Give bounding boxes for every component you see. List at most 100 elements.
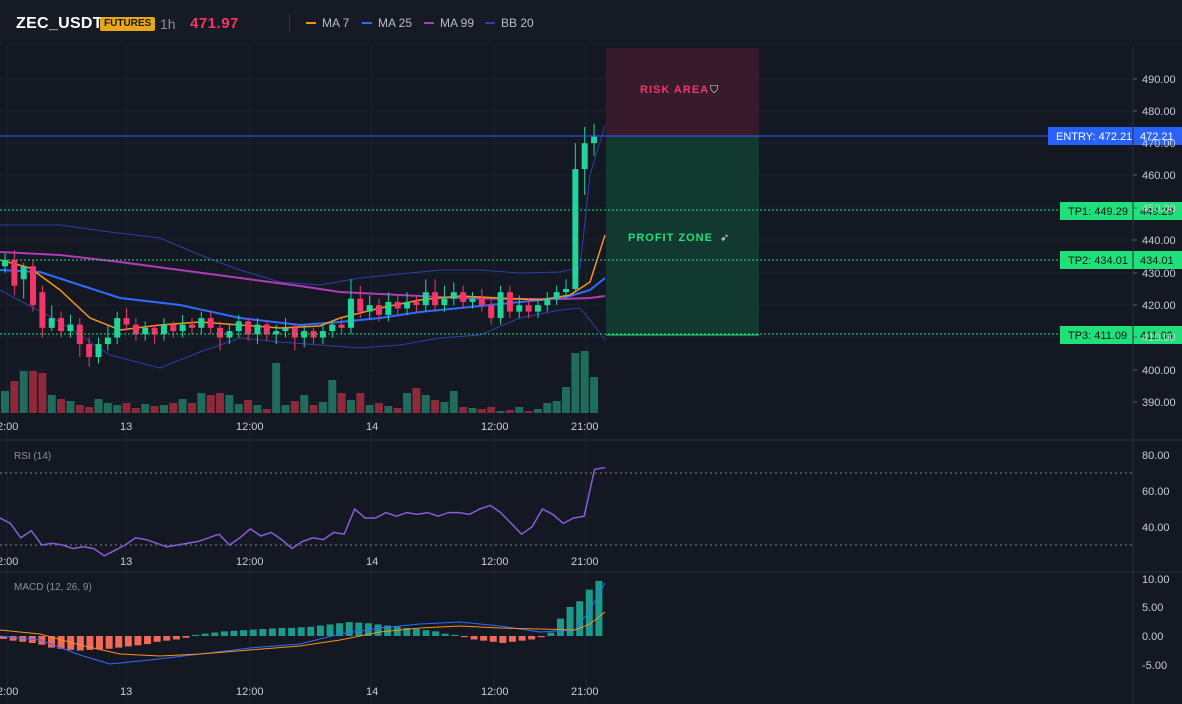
- candle-body[interactable]: [114, 318, 121, 338]
- timeframe-label[interactable]: 1h: [160, 16, 176, 32]
- candle-body[interactable]: [357, 298, 364, 312]
- candle-body[interactable]: [170, 324, 177, 332]
- legend-ma25[interactable]: MA 25: [362, 16, 412, 30]
- ma99-line: [0, 251, 606, 300]
- volume-bar: [206, 395, 215, 413]
- macd-axis[interactable]: 10.00 5.00 0.00 -5.00: [1142, 574, 1170, 672]
- candle-body[interactable]: [198, 318, 205, 328]
- candle-body[interactable]: [142, 327, 149, 335]
- legend-bb20-label: BB 20: [501, 16, 534, 30]
- candle-body[interactable]: [30, 266, 37, 306]
- candle-body[interactable]: [319, 331, 326, 338]
- volume-bar: [562, 387, 570, 413]
- legend-bb20[interactable]: BB 20: [485, 16, 534, 30]
- macd-hist-bar: [9, 636, 17, 641]
- entry-tag[interactable]: [1048, 127, 1182, 145]
- candle-body[interactable]: [39, 292, 46, 328]
- candle-body[interactable]: [217, 327, 224, 338]
- main-pane-bg[interactable]: [0, 46, 1133, 440]
- volume-bar: [384, 406, 393, 413]
- candle-body[interactable]: [273, 331, 280, 335]
- candle-body[interactable]: [432, 292, 439, 306]
- candle-body[interactable]: [366, 305, 373, 312]
- candle-body[interactable]: [441, 298, 448, 306]
- candle-body[interactable]: [478, 298, 485, 306]
- rsi-tick-label: 40.00: [1142, 522, 1170, 534]
- candle-body[interactable]: [347, 298, 354, 328]
- candle-body[interactable]: [179, 324, 186, 332]
- candle-body[interactable]: [235, 321, 242, 332]
- volume-bar: [375, 403, 383, 413]
- tp1-tag[interactable]: [1060, 202, 1182, 220]
- candle-body[interactable]: [48, 318, 55, 328]
- tp2-tag[interactable]: [1060, 251, 1182, 269]
- macd-hist-bar: [249, 629, 257, 636]
- candle-body[interactable]: [76, 324, 83, 345]
- macd-hist-bar: [422, 630, 430, 636]
- candle-body[interactable]: [338, 324, 345, 328]
- volume-bar: [178, 399, 187, 413]
- candle-body[interactable]: [450, 292, 457, 299]
- risk-area-zone[interactable]: [606, 48, 759, 136]
- macd-hist-bar: [201, 633, 209, 636]
- candle-body[interactable]: [282, 327, 289, 332]
- candle-body[interactable]: [460, 292, 467, 302]
- candle-body[interactable]: [591, 136, 598, 144]
- time-axes[interactable]: 2:00 13 12:00 14 12:00 21:00 2:00 13 12:00 14 12:0…: [0, 421, 599, 698]
- candle-body[interactable]: [563, 288, 569, 293]
- candle-body[interactable]: [104, 337, 111, 345]
- candle-body[interactable]: [404, 301, 411, 309]
- candle-body[interactable]: [151, 327, 158, 335]
- candle-body[interactable]: [413, 301, 420, 306]
- candle-body[interactable]: [488, 305, 495, 319]
- candle-body[interactable]: [572, 169, 579, 289]
- candle-body[interactable]: [207, 318, 214, 328]
- candle-body[interactable]: [544, 298, 551, 306]
- candle-body[interactable]: [376, 305, 382, 315]
- legend-ma99[interactable]: MA 99: [424, 16, 474, 30]
- candle-body[interactable]: [11, 259, 18, 286]
- candle-body[interactable]: [67, 324, 74, 332]
- price-axis[interactable]: 490.00 480.00 470.00 460.00 450.00 440.00 430.…: [1133, 74, 1176, 409]
- candle-body[interactable]: [497, 292, 504, 319]
- candle-body[interactable]: [245, 321, 252, 335]
- rsi-axis[interactable]: 80.00 60.00 40.00: [1142, 450, 1170, 534]
- candle-body[interactable]: [394, 301, 401, 309]
- volume-bar: [533, 409, 542, 413]
- candle-body[interactable]: [123, 318, 130, 325]
- candle-body[interactable]: [2, 259, 8, 267]
- candle-body[interactable]: [254, 324, 261, 335]
- symbol-name[interactable]: ZEC_USDT: [16, 15, 103, 32]
- tp2-tag-value: 434.01: [1140, 255, 1174, 267]
- macd-hist-bar: [403, 627, 411, 636]
- candle-body[interactable]: [20, 266, 27, 280]
- candle-body[interactable]: [581, 143, 588, 170]
- time-tick-label: 12:00: [481, 421, 509, 433]
- candle-body[interactable]: [469, 298, 476, 302]
- candlesticks[interactable]: [2, 123, 598, 367]
- candle-body[interactable]: [132, 324, 139, 335]
- candle-body[interactable]: [189, 324, 195, 328]
- candle-body[interactable]: [506, 292, 513, 312]
- candle-body[interactable]: [58, 318, 65, 332]
- candle-body[interactable]: [263, 324, 270, 335]
- candle-body[interactable]: [422, 292, 429, 306]
- legend-ma7[interactable]: MA 7: [306, 16, 349, 30]
- volume-bar: [262, 409, 271, 413]
- candle-body[interactable]: [95, 344, 102, 358]
- profit-zone[interactable]: [606, 136, 759, 335]
- candle-body[interactable]: [534, 305, 541, 312]
- price-axis-bg[interactable]: [1133, 46, 1182, 704]
- tp3-tag[interactable]: [1060, 326, 1182, 344]
- candle-body[interactable]: [553, 292, 560, 299]
- candle-body[interactable]: [525, 305, 532, 312]
- candle-body[interactable]: [516, 305, 523, 312]
- candle-body[interactable]: [160, 324, 167, 335]
- candle-body[interactable]: [385, 301, 392, 315]
- time-tick-label: 21:00: [571, 556, 599, 568]
- header-divider: [289, 14, 290, 32]
- candle-body[interactable]: [291, 327, 298, 338]
- candle-body[interactable]: [329, 324, 336, 332]
- candle-body[interactable]: [86, 344, 93, 358]
